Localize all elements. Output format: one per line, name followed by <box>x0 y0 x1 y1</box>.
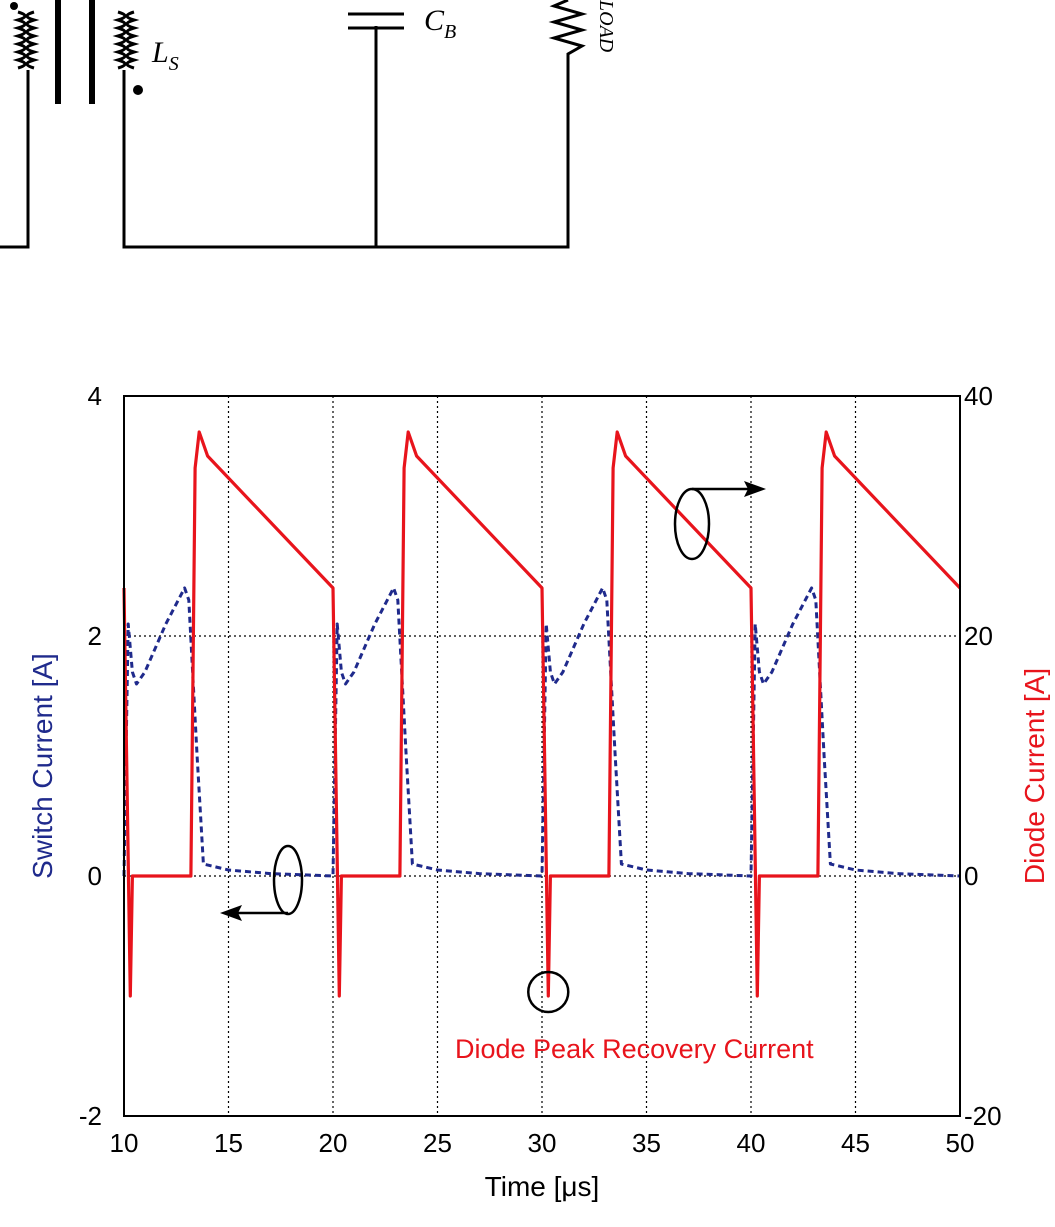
secondary-winding-icon-right <box>125 10 140 70</box>
x-tick-label: 30 <box>528 1128 557 1158</box>
left-y-tick-label: 4 <box>88 381 102 411</box>
x-tick-label: 45 <box>841 1128 870 1158</box>
switch-axis-arrowhead-icon <box>220 905 242 921</box>
switch-current-line <box>122 586 961 878</box>
right-y-tick-label: 20 <box>964 621 993 651</box>
primary-winding-icon-right <box>25 10 40 70</box>
secondary-winding-icon <box>112 10 127 70</box>
right-y-tick-label: -20 <box>964 1101 1002 1131</box>
inductor-label: LS <box>151 36 179 75</box>
x-tick-label: 50 <box>946 1128 975 1158</box>
left-y-tick-label: -2 <box>79 1101 102 1131</box>
diode-axis-arrowhead-icon <box>744 481 766 497</box>
annotation-layer: Diode Peak Recovery Current <box>220 481 814 1064</box>
right-y-tick-label: 0 <box>964 861 978 891</box>
left-y-axis-title: Switch Current [A] <box>27 653 58 879</box>
diode-current-line <box>122 430 962 998</box>
primary-dot-icon <box>10 2 18 10</box>
load-resistor-icon <box>548 0 588 60</box>
left-y-tick-label: 2 <box>88 621 102 651</box>
grid-lines <box>124 396 960 1116</box>
x-axis-title: Time [μs] <box>485 1171 600 1202</box>
switch-axis-ellipse <box>272 844 304 916</box>
capacitor-label: CB <box>424 4 456 43</box>
peak-recovery-annotation: Diode Peak Recovery Current <box>455 1034 814 1064</box>
peak-recovery-circle <box>527 970 570 1014</box>
secondary-wire <box>122 60 570 249</box>
x-tick-label: 15 <box>214 1128 243 1158</box>
plot-frame <box>123 395 961 1117</box>
series-layer <box>122 430 962 998</box>
x-tick-label: 20 <box>319 1128 348 1158</box>
right-y-tick-label: 40 <box>964 381 993 411</box>
secondary-dot-icon <box>133 85 143 95</box>
primary-wire <box>0 70 30 249</box>
x-tick-label: 35 <box>632 1128 661 1158</box>
load-resistor-label: LOAD <box>595 0 617 53</box>
right-y-axis-title: Diode Current [A] <box>1019 668 1050 884</box>
circuit-schematic <box>0 0 588 249</box>
x-tick-label: 40 <box>737 1128 766 1158</box>
left-y-tick-label: 0 <box>88 861 102 891</box>
primary-winding-icon <box>12 10 27 70</box>
x-tick-label: 25 <box>423 1128 452 1158</box>
x-tick-label: 10 <box>110 1128 139 1158</box>
